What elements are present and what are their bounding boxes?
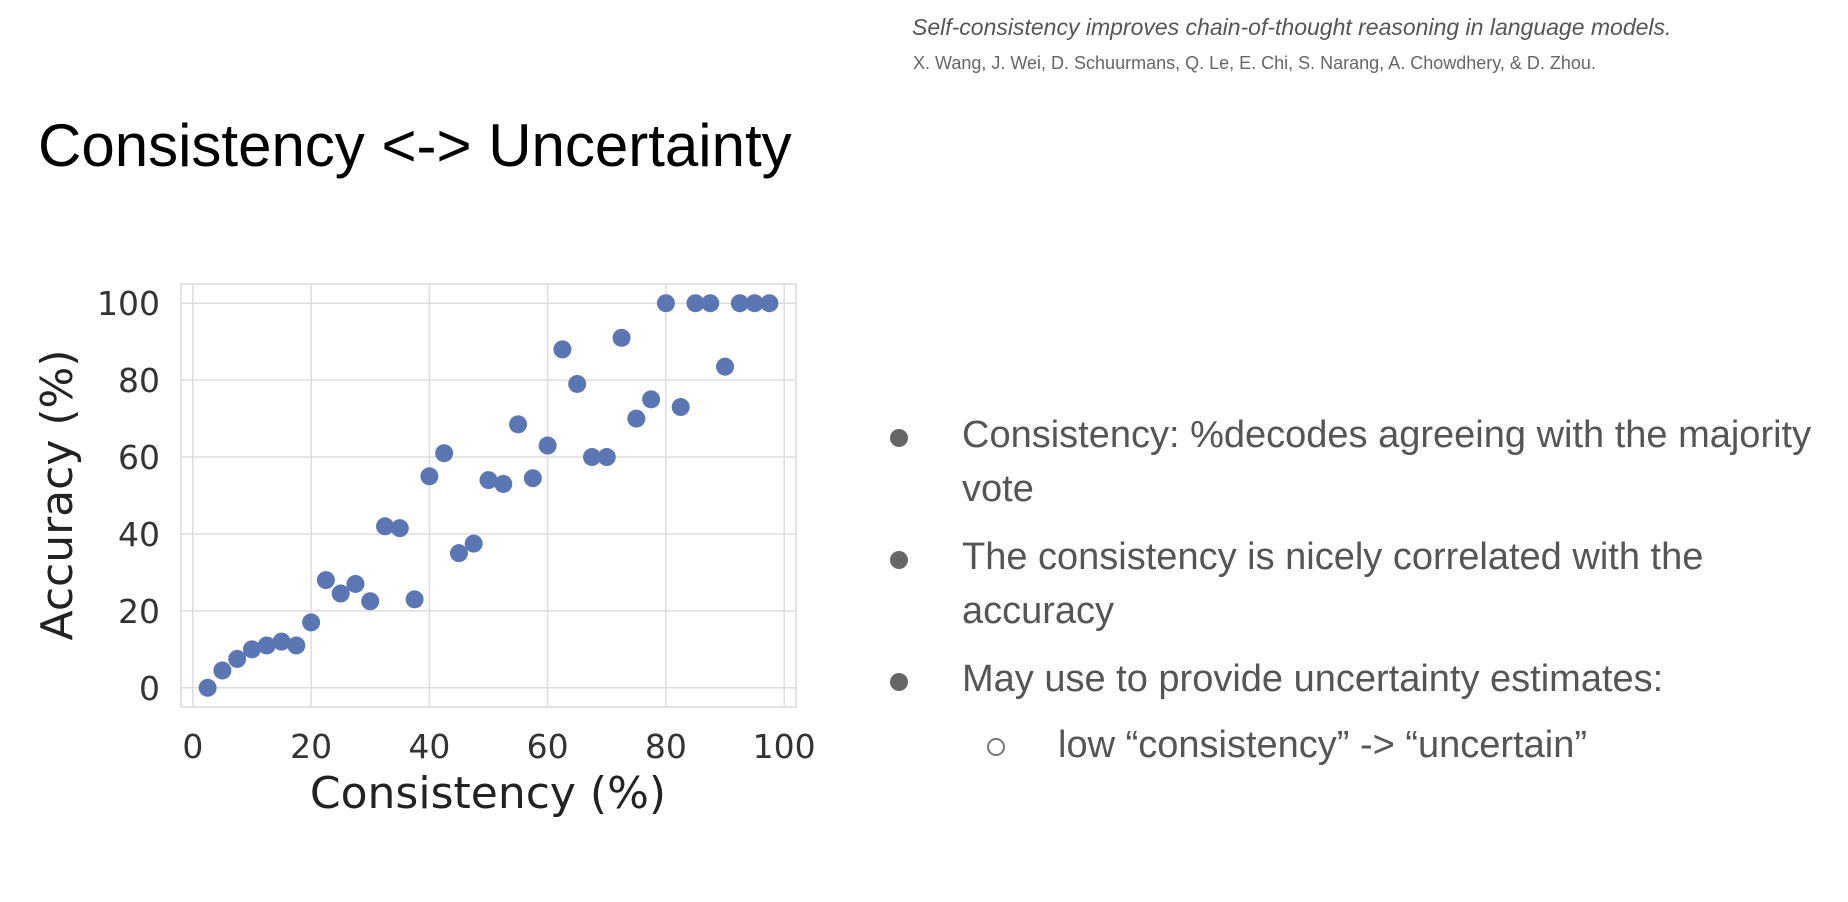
x-tick-label: 0 xyxy=(182,727,203,766)
data-point xyxy=(730,294,749,313)
data-point xyxy=(509,415,528,434)
data-point xyxy=(760,294,779,313)
data-point xyxy=(213,661,232,680)
data-point xyxy=(287,636,306,655)
data-points xyxy=(198,294,779,697)
data-point xyxy=(346,574,365,593)
slide-title: Consistency <-> Uncertainty xyxy=(38,112,792,179)
y-tick-label: 40 xyxy=(118,515,160,554)
data-point xyxy=(568,374,587,393)
bullet-item: May use to provide uncertainty estimates… xyxy=(890,652,1840,706)
data-point xyxy=(198,678,217,697)
y-tick-label: 60 xyxy=(118,438,160,477)
data-point xyxy=(745,294,764,313)
data-point xyxy=(627,409,646,428)
y-axis-label: Accuracy (%) xyxy=(32,349,83,640)
data-point xyxy=(686,294,705,313)
x-axis-label: Consistency (%) xyxy=(310,768,666,819)
data-point xyxy=(612,328,631,347)
data-point xyxy=(376,517,395,536)
bullet-dot-icon xyxy=(890,673,908,691)
data-point xyxy=(435,444,454,463)
data-point xyxy=(582,448,601,467)
data-point xyxy=(597,448,616,467)
x-tick-labels: 0 20 40 60 80 100 xyxy=(182,727,815,766)
hollow-circle-icon xyxy=(987,738,1005,756)
data-point xyxy=(494,474,513,493)
data-point xyxy=(331,584,350,603)
citation-authors: X. Wang, J. Wei, D. Schuurmans, Q. Le, E… xyxy=(913,53,1596,73)
x-tick-label: 80 xyxy=(645,727,687,766)
data-point xyxy=(449,544,468,563)
data-point xyxy=(272,632,291,651)
citation-title: Self-consistency improves chain-of-thoug… xyxy=(912,14,1672,40)
data-point xyxy=(420,467,439,486)
y-tick-label: 0 xyxy=(139,669,160,708)
y-tick-labels: 0 20 40 60 80 100 xyxy=(97,284,160,708)
bullet-list: Consistency: %decodes agreeing with the … xyxy=(890,408,1840,786)
data-point xyxy=(523,469,542,488)
data-point xyxy=(701,294,720,313)
y-tick-label: 20 xyxy=(118,592,160,631)
data-point xyxy=(553,340,572,359)
bullet-item: Consistency: %decodes agreeing with the … xyxy=(890,408,1840,516)
data-point xyxy=(656,294,675,313)
data-point xyxy=(390,519,409,538)
y-tick-label: 100 xyxy=(97,284,160,323)
y-tick-label: 80 xyxy=(118,361,160,400)
data-point xyxy=(242,640,261,659)
data-point xyxy=(671,398,690,417)
data-point xyxy=(716,357,735,376)
sub-bullet-item: low “consistency” -> “uncertain” xyxy=(890,718,1840,772)
bullet-dot-icon xyxy=(890,429,908,447)
data-point xyxy=(464,534,483,553)
data-point xyxy=(479,471,498,490)
bullet-item: The consistency is nicely correlated wit… xyxy=(890,530,1840,638)
x-tick-label: 20 xyxy=(290,727,332,766)
data-point xyxy=(361,592,380,611)
data-point xyxy=(642,390,661,409)
data-point xyxy=(302,613,321,632)
data-point xyxy=(405,590,424,609)
x-tick-label: 60 xyxy=(527,727,569,766)
x-tick-label: 100 xyxy=(753,727,816,766)
bullet-dot-icon xyxy=(890,551,908,569)
x-tick-label: 40 xyxy=(408,727,450,766)
grid-lines xyxy=(181,284,796,707)
data-point xyxy=(538,436,557,455)
accuracy-vs-consistency-scatter-chart: 0 20 40 60 80 100 0 20 40 60 80 100 Accuracy (%) C… xyxy=(32,283,816,819)
data-point xyxy=(316,571,335,590)
data-point xyxy=(257,636,276,655)
data-point xyxy=(228,649,247,668)
